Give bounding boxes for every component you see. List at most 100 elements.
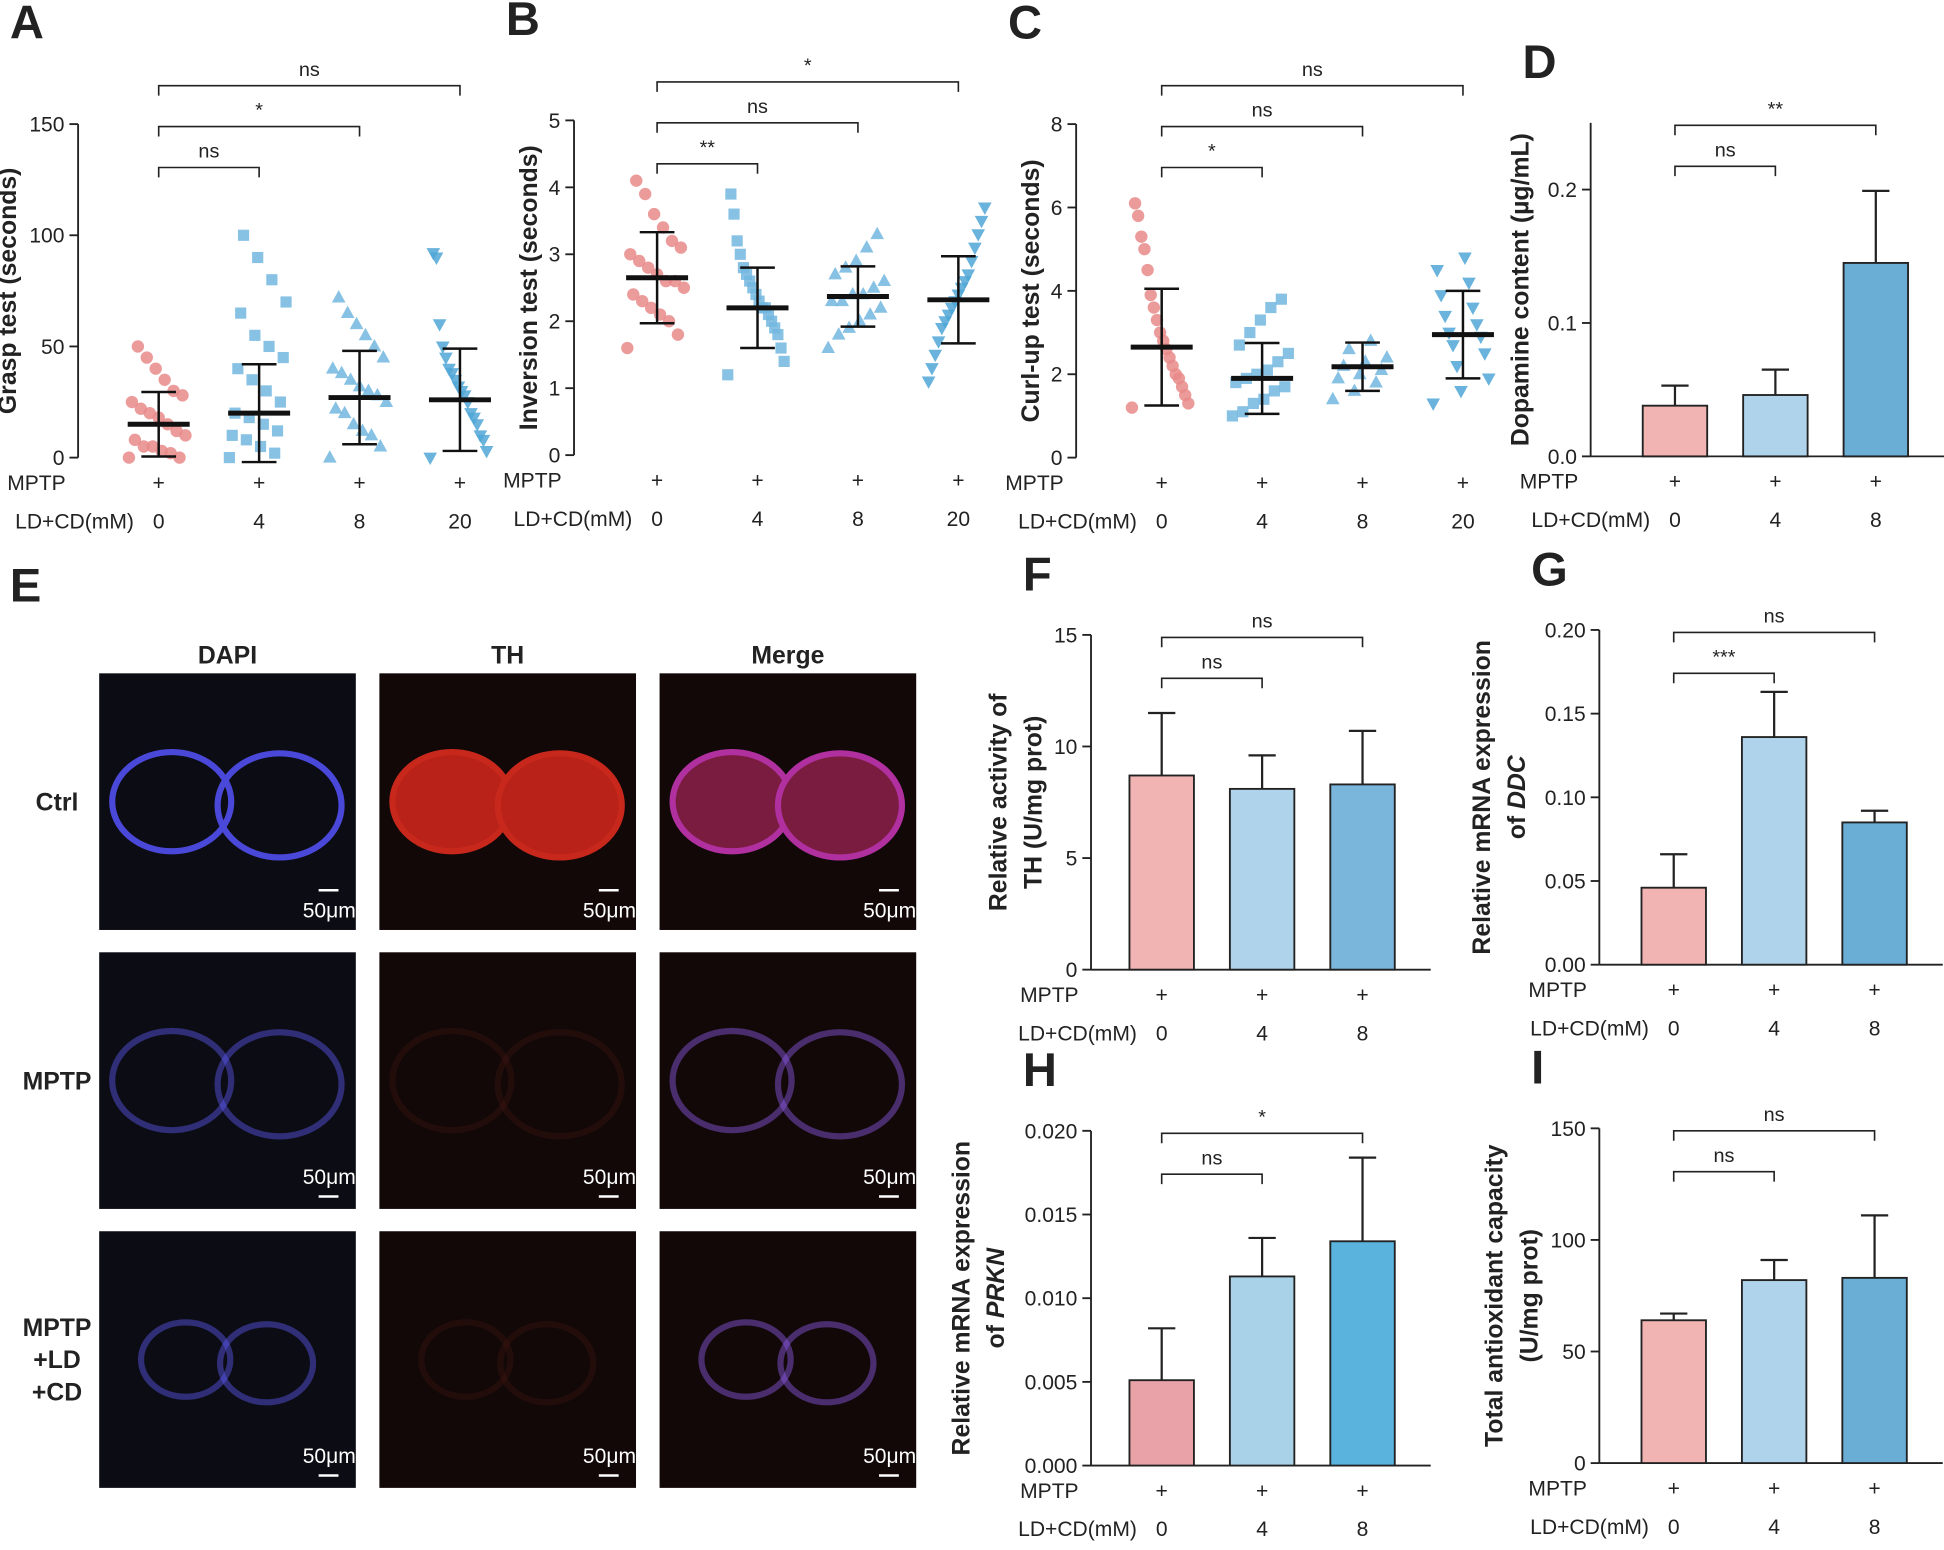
y-tick-label: 2 xyxy=(549,311,561,334)
x-tick-label: 0 xyxy=(1156,510,1168,533)
x-tick-label: 4 xyxy=(1768,1516,1780,1539)
data-point xyxy=(762,308,775,321)
data-point xyxy=(1226,410,1238,422)
data-point xyxy=(432,319,447,332)
y-axis-label: Grasp test (seconds) xyxy=(0,168,22,415)
data-point xyxy=(246,374,258,386)
data-point xyxy=(866,280,881,293)
data-point xyxy=(931,336,946,349)
data-point xyxy=(1138,242,1151,256)
treatment-label: + xyxy=(1868,979,1880,1002)
data-point xyxy=(223,452,235,464)
row-label: MPTP xyxy=(1528,1477,1587,1500)
x-tick-label: 0 xyxy=(153,510,165,533)
data-point xyxy=(1325,391,1340,405)
row-label: MPTP xyxy=(1520,471,1579,494)
significance-label: ns xyxy=(747,96,768,118)
y-tick-label: 150 xyxy=(1551,1118,1586,1141)
data-point xyxy=(977,202,992,215)
error-bar xyxy=(1760,1258,1788,1281)
treatment-label: + xyxy=(1769,471,1781,494)
error-bar xyxy=(1862,189,1890,263)
tissue-section xyxy=(214,1029,345,1140)
row-label: LD+CD(mM) xyxy=(1530,1516,1649,1539)
tissue-section xyxy=(214,750,345,861)
data-point xyxy=(1279,381,1291,393)
panel-letter: H xyxy=(1023,1043,1057,1096)
row-label: LD+CD(mM) xyxy=(1530,1017,1649,1040)
data-point xyxy=(237,229,250,241)
data-point xyxy=(479,445,494,459)
treatment-label: + xyxy=(1868,1477,1880,1500)
data-point xyxy=(1237,406,1249,418)
data-point xyxy=(249,329,261,341)
data-point xyxy=(638,187,652,201)
y-tick-label: 0.005 xyxy=(1025,1371,1078,1394)
data-point xyxy=(1481,373,1496,386)
panel-letter: E xyxy=(10,558,41,611)
data-point xyxy=(647,207,661,221)
tissue-section xyxy=(494,750,625,861)
treatment-label: + xyxy=(1668,1477,1680,1500)
y-tick-label: 2 xyxy=(1051,364,1063,387)
data-point xyxy=(870,226,885,240)
data-point xyxy=(340,305,355,319)
data-point xyxy=(863,307,878,320)
data-point xyxy=(835,293,850,307)
row-header: +CD xyxy=(32,1379,82,1406)
significance-label: ns xyxy=(1715,139,1736,161)
data-point xyxy=(442,363,456,377)
data-point xyxy=(1470,319,1484,332)
data-point xyxy=(361,383,376,396)
data-point xyxy=(974,215,989,229)
y-tick-label: 0.010 xyxy=(1025,1288,1078,1311)
significance-label: * xyxy=(1208,141,1216,163)
scale-bar-label: 50μm xyxy=(583,1166,636,1189)
significance-bracket xyxy=(656,122,859,133)
data-point xyxy=(1268,385,1280,397)
row-label: LD+CD(mM) xyxy=(15,510,134,533)
data-point xyxy=(376,350,391,363)
y-tick-label: 50 xyxy=(1562,1341,1585,1364)
y-axis-label-text: Relative activity of xyxy=(986,693,1013,911)
data-point xyxy=(769,322,781,334)
bar xyxy=(1841,1276,1908,1465)
data-point xyxy=(728,208,740,220)
x-tick-label: 20 xyxy=(947,508,970,531)
significance-bracket xyxy=(157,125,361,137)
x-tick-label: 0 xyxy=(1669,509,1681,532)
data-point xyxy=(722,369,734,381)
y-axis-label: of DDC xyxy=(1504,754,1531,839)
micrograph xyxy=(379,1231,637,1488)
data-point xyxy=(257,418,269,430)
row-label: MPTP xyxy=(7,472,66,495)
row-header: Ctrl xyxy=(36,789,79,816)
data-point xyxy=(1153,326,1167,339)
x-tick-label: 8 xyxy=(1869,1017,1881,1040)
scale-bar-label: 50μm xyxy=(303,1166,356,1189)
panel-letter: B xyxy=(506,0,540,45)
y-axis-label: of PRKN xyxy=(983,1247,1010,1349)
micrograph xyxy=(99,952,356,1209)
data-point xyxy=(1454,385,1468,399)
y-tick-label: 5 xyxy=(549,110,561,133)
data-point xyxy=(624,248,637,261)
significance-label: ns xyxy=(1252,610,1273,632)
data-point xyxy=(1261,364,1273,376)
micrograph xyxy=(659,1231,917,1488)
data-point xyxy=(252,251,264,264)
data-point xyxy=(473,430,488,443)
data-point xyxy=(1144,288,1157,302)
row-header: +LD xyxy=(33,1347,81,1374)
data-point xyxy=(254,440,267,453)
scale-bar-label: 50μm xyxy=(863,1166,916,1189)
error-bar xyxy=(1860,809,1889,823)
treatment-label: + xyxy=(1668,979,1680,1002)
data-point xyxy=(1380,350,1394,363)
data-point xyxy=(1430,265,1444,278)
column-header: TH xyxy=(491,642,524,669)
bar xyxy=(1228,787,1296,971)
significance-label: ns xyxy=(1764,606,1785,628)
data-point xyxy=(1125,401,1139,414)
y-axis-label: Total antioxidant capacity xyxy=(1482,1144,1509,1447)
